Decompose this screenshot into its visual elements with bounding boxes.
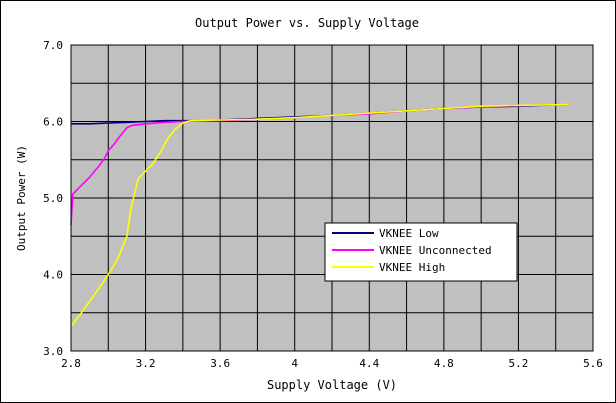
x-tick-label: 5.6	[583, 357, 603, 370]
data-series	[70, 103, 571, 327]
x-tick-label: 5.2	[508, 357, 528, 370]
x-tick-label: 2.8	[61, 357, 81, 370]
x-tick-label: 3.2	[136, 357, 156, 370]
tick-labels: 2.8 3.2 3.6 4 4.4 4.8 5.2 5.6 3.0 4.0 5.0 6.0 7.0	[43, 39, 603, 370]
y-tick-label: 3.0	[43, 345, 63, 358]
chart-title: Output Power vs. Supply Voltage	[195, 16, 419, 30]
x-tick-label: 4.4	[359, 357, 379, 370]
y-tick-label: 6.0	[43, 116, 63, 129]
series-line-3	[70, 103, 571, 327]
x-tick-label: 3.6	[210, 357, 230, 370]
y-tick-label: 7.0	[43, 39, 63, 52]
legend-label: VKNEE High	[379, 261, 445, 274]
legend-label: VKNEE Unconnected	[379, 244, 492, 257]
y-tick-label: 5.0	[43, 192, 63, 205]
legend: VKNEE Low VKNEE Unconnected VKNEE High	[324, 222, 518, 282]
y-tick-label: 4.0	[43, 269, 63, 282]
x-tick-label: 4	[291, 357, 298, 370]
x-tick-label: 4.8	[434, 357, 454, 370]
legend-label: VKNEE Low	[379, 227, 439, 240]
y-axis-label: Output Power (W)	[15, 145, 28, 251]
plot-border	[70, 44, 594, 352]
x-axis-label: Supply Voltage (V)	[267, 378, 397, 392]
